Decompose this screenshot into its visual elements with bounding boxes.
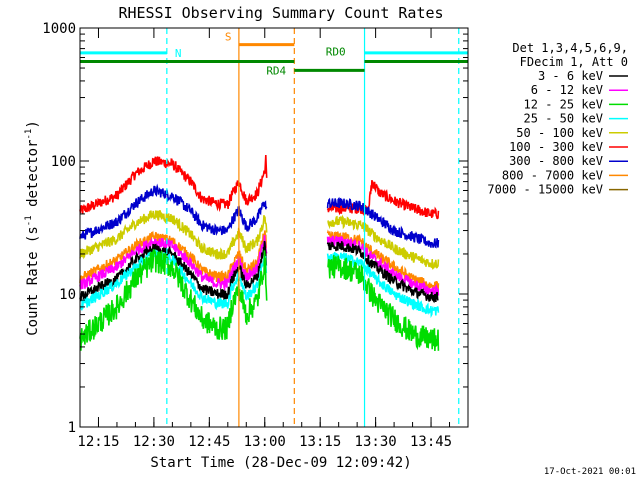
x-tick-label-6: 13:45 <box>410 434 452 450</box>
x-tick-label-4: 13:15 <box>299 434 341 450</box>
legend-entry-6: 300 - 800 keV <box>509 154 603 168</box>
series-line-6-seg-0 <box>79 249 268 311</box>
axis-layer: 12:15 12:30 12:45 13:00 13:15 13:30 13:45 1 10 10… <box>42 21 469 450</box>
y-tick-label-2: 100 <box>51 154 76 170</box>
saa-s-label: S <box>225 31 232 44</box>
legend-entry-7: 800 - 7000 keV <box>502 168 603 182</box>
marker-layer: N S RD4 RD0 <box>80 28 468 427</box>
saa-n-label: N <box>175 47 182 60</box>
rd0-label: RD0 <box>326 45 346 58</box>
x-tick-label-5: 13:30 <box>355 434 397 450</box>
series-line-2-seg-1 <box>327 214 440 271</box>
y-axis-label: Count Rate (s-1 detector-1) <box>24 120 41 336</box>
y-tick-label-1: 10 <box>59 287 76 303</box>
plot-frame <box>79 27 469 428</box>
series-line-1-seg-1 <box>326 196 440 249</box>
series-line-5-seg-1 <box>326 241 439 304</box>
rd4-label: RD4 <box>266 64 286 77</box>
y-axis-label-mid: detector <box>25 140 41 216</box>
y-tick-label-3: 1000 <box>42 21 76 37</box>
y-axis-label-sup2: -1 <box>24 129 34 140</box>
y-axis-label-main: Count Rate (s <box>25 226 41 336</box>
legend: Det 1,3,4,5,6,9, FDecim 1, Att 0 3 - 6 k… <box>487 41 628 197</box>
footer-timestamp: 17-Oct-2021 00:01 <box>544 467 636 477</box>
legend-header-2: FDecim 1, Att 0 <box>520 55 628 69</box>
series-line-3-seg-1 <box>326 229 440 292</box>
legend-entry-3: 25 - 50 keV <box>524 112 603 126</box>
legend-entry-0: 3 - 6 keV <box>538 69 603 83</box>
x-axis-label: Start Time (28-Dec-09 12:09:42) <box>150 455 411 471</box>
legend-header-1: Det 1,3,4,5,6,9, <box>512 41 628 55</box>
series-line-7-seg-1 <box>327 255 440 352</box>
legend-entry-1: 6 - 12 keV <box>531 83 603 97</box>
x-tick-label-0: 12:15 <box>77 434 119 450</box>
series-line-2-seg-0 <box>79 209 268 261</box>
x-tick-label-3: 13:00 <box>244 434 286 450</box>
chart-title: RHESSI Observing Summary Count Rates <box>118 4 443 22</box>
legend-entry-5: 100 - 300 keV <box>509 140 603 154</box>
y-tick-label-0: 1 <box>68 420 76 436</box>
y-axis-label-end: ) <box>25 120 41 128</box>
legend-entry-4: 50 - 100 keV <box>516 126 603 140</box>
legend-entry-8: 7000 - 15000 keV <box>487 183 603 197</box>
series-line-7-seg-0 <box>79 248 268 351</box>
series-line-6-seg-1 <box>326 251 440 319</box>
series-line-1-seg-0 <box>79 183 268 240</box>
series-line-4-seg-0 <box>79 235 268 292</box>
series-line-0-seg-0 <box>79 154 268 214</box>
x-tick-label-1: 12:30 <box>133 434 175 450</box>
legend-entry-2: 12 - 25 keV <box>524 97 603 111</box>
y-axis-label-sup1: -1 <box>24 215 34 226</box>
series-line-3-seg-0 <box>79 230 267 284</box>
series-layer <box>79 154 440 352</box>
x-tick-label-2: 12:45 <box>188 434 230 450</box>
series-line-4-seg-1 <box>326 235 440 298</box>
